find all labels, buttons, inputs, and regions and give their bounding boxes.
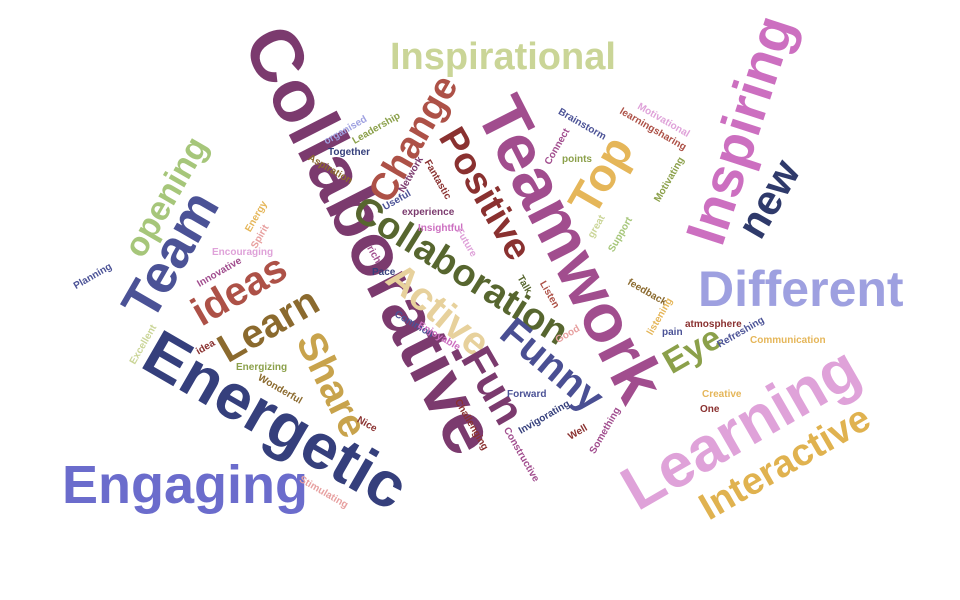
- word-experience: experience: [402, 207, 455, 218]
- word-support: Support: [606, 215, 636, 255]
- word-pace: Pace: [372, 267, 396, 278]
- word-insightful: Insightful: [418, 223, 463, 234]
- word-different: Different: [698, 261, 904, 317]
- word-one: One: [700, 404, 720, 415]
- word-encouraging: Encouraging: [212, 247, 274, 258]
- word-inspirational: Inspirational: [390, 36, 616, 78]
- word-planning: Planning: [71, 261, 114, 292]
- word-forward: Forward: [507, 389, 547, 400]
- word-motivating: Motivating: [652, 155, 687, 205]
- word-well: Well: [566, 422, 590, 443]
- word-points: points: [562, 154, 592, 165]
- word-energizing: Energizing: [236, 362, 288, 373]
- word-together: Together: [328, 147, 371, 158]
- word-engaging: Engaging: [62, 455, 308, 515]
- word-pain: pain: [662, 327, 683, 338]
- word-creative: Creative: [702, 389, 742, 400]
- word-something: Something: [587, 405, 624, 456]
- word-communication: Communication: [750, 335, 826, 346]
- word-atmosphere: atmosphere: [685, 319, 742, 330]
